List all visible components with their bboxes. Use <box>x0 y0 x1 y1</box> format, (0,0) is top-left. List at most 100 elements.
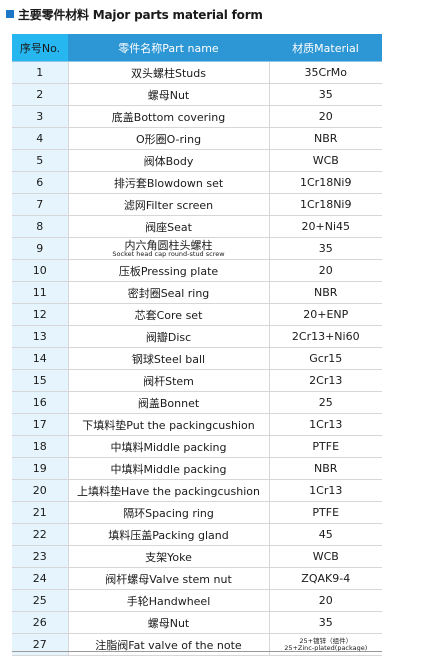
material-cell: 35 <box>269 611 382 634</box>
row-number: 10 <box>12 259 68 282</box>
part-name-cell: 螺母Nut <box>67 611 270 634</box>
part-name: 内六角圆柱头螺柱 <box>124 238 213 252</box>
material-cell: 1Cr18Ni9 <box>269 171 382 194</box>
row-number: 13 <box>12 325 68 348</box>
material-cell: 1Cr18Ni9 <box>269 193 382 216</box>
heading-text: 主要零件材料 Major parts material form <box>18 7 263 22</box>
column-header-part-name: 零件名称Part name <box>68 34 269 62</box>
part-name-cell: 隔环Spacing ring <box>67 501 270 524</box>
material-cell: 1Cr13 <box>269 413 382 436</box>
part-name-cell: 支架Yoke <box>67 545 270 568</box>
bottom-divider <box>12 651 382 652</box>
table-row: 6 排污套Blowdown set 1Cr18Ni9 <box>12 171 382 194</box>
table-row: 13 阀瓣Disc 2Cr13+Ni60 <box>12 325 382 348</box>
table-row: 9 内六角圆柱头螺柱 Socket head cap round-stud scre… <box>12 237 382 260</box>
row-number: 14 <box>12 347 68 370</box>
row-number: 20 <box>12 479 68 502</box>
part-name-english: Socket head cap round-stud screw <box>112 249 225 258</box>
table-row: 23 支架Yoke WCB <box>12 545 382 568</box>
part-name-cell: 手轮Handwheel <box>67 589 270 612</box>
material-cell: NBR <box>269 281 382 304</box>
table-row: 15 阀杆Stem 2Cr13 <box>12 369 382 392</box>
table-row: 7 滤网Filter screen 1Cr18Ni9 <box>12 193 382 216</box>
part-name-cell: 钢球Steel ball <box>67 347 270 370</box>
row-number: 9 <box>12 237 68 260</box>
material-cell: WCB <box>269 545 382 568</box>
part-name-cell: 下填料垫Put the packingcushion <box>67 413 270 436</box>
row-number: 16 <box>12 391 68 414</box>
table-row: 20 上填料垫Have the packingcushion 1Cr13 <box>12 479 382 502</box>
table-row: 24 阀杆螺母Valve stem nut ZQAK9-4 <box>12 567 382 590</box>
material-cell: 20 <box>269 105 382 128</box>
table-row: 14 钢球Steel ball Gcr15 <box>12 347 382 370</box>
material-cell: 20+ENP <box>269 303 382 326</box>
row-number: 22 <box>12 523 68 546</box>
table-row: 12 芯套Core set 20+ENP <box>12 303 382 326</box>
table-row: 3 底盖Bottom covering 20 <box>12 105 382 128</box>
part-name-cell: 芯套Core set <box>67 303 270 326</box>
material-cell: 20+Ni45 <box>269 215 382 238</box>
material: 25+镀锌（组件） <box>299 636 353 645</box>
table-row: 17 下填料垫Put the packingcushion 1Cr13 <box>12 413 382 436</box>
table-body: 1 双头螺柱Studs 35CrMo 2 螺母Nut 35 3 底盖Bottom coveri… <box>12 61 382 656</box>
material-cell: 2Cr13 <box>269 369 382 392</box>
row-number: 3 <box>12 105 68 128</box>
part-name-cell: 阀杆Stem <box>67 369 270 392</box>
row-number: 5 <box>12 149 68 172</box>
table-row: 8 阀座Seat 20+Ni45 <box>12 215 382 238</box>
part-name-cell: 阀座Seat <box>67 215 270 238</box>
material-cell: 35 <box>269 83 382 106</box>
table-row: 25 手轮Handwheel 20 <box>12 589 382 612</box>
column-header-no: 序号No. <box>12 34 68 62</box>
material-cell: 20 <box>269 259 382 282</box>
part-name-cell: 阀杆螺母Valve stem nut <box>67 567 270 590</box>
part-name-cell: 填料压盖Packing gland <box>67 523 270 546</box>
row-number: 15 <box>12 369 68 392</box>
part-name-cell: 内六角圆柱头螺柱 Socket head cap round-stud screw <box>67 237 270 260</box>
part-name-cell: 注脂阀Fat valve of the note <box>67 633 270 656</box>
material-cell: 25+镀锌（组件） 25+Zinc-plated(package) <box>269 633 382 656</box>
table-row: 2 螺母Nut 35 <box>12 83 382 106</box>
material-cell: WCB <box>269 149 382 172</box>
table-row: 10 压板Pressing plate 20 <box>12 259 382 282</box>
row-number: 17 <box>12 413 68 436</box>
row-number: 8 <box>12 215 68 238</box>
row-number: 27 <box>12 633 68 656</box>
part-name-cell: 排污套Blowdown set <box>67 171 270 194</box>
material-cell: 2Cr13+Ni60 <box>269 325 382 348</box>
row-number: 21 <box>12 501 68 524</box>
material-cell: ZQAK9-4 <box>269 567 382 590</box>
part-name-cell: 双头螺柱Studs <box>67 61 270 84</box>
row-number: 11 <box>12 281 68 304</box>
row-number: 12 <box>12 303 68 326</box>
table-row: 26 螺母Nut 35 <box>12 611 382 634</box>
table-row: 1 双头螺柱Studs 35CrMo <box>12 61 382 84</box>
row-number: 7 <box>12 193 68 216</box>
row-number: 1 <box>12 61 68 84</box>
part-name-cell: 压板Pressing plate <box>67 259 270 282</box>
table-row: 11 密封圈Seal ring NBR <box>12 281 382 304</box>
part-name-cell: 阀盖Bonnet <box>67 391 270 414</box>
row-number: 25 <box>12 589 68 612</box>
column-header-material: 材质Material <box>269 34 382 62</box>
parts-material-table: 序号No. 零件名称Part name 材质Material 1 双头螺柱Stud… <box>12 34 382 656</box>
material-cell: 20 <box>269 589 382 612</box>
part-name-cell: 阀瓣Disc <box>67 325 270 348</box>
row-number: 24 <box>12 567 68 590</box>
row-number: 6 <box>12 171 68 194</box>
heading-square-icon <box>6 10 14 18</box>
table-row: 27 注脂阀Fat valve of the note 25+镀锌（组件） 25+Zi… <box>12 633 382 656</box>
part-name-cell: 密封圈Seal ring <box>67 281 270 304</box>
part-name-cell: 上填料垫Have the packingcushion <box>67 479 270 502</box>
material-cell: Gcr15 <box>269 347 382 370</box>
table-row: 4 O形圈O-ring NBR <box>12 127 382 150</box>
material-cell: 35 <box>269 237 382 260</box>
part-name-cell: 中填料Middle packing <box>67 457 270 480</box>
part-name-cell: 螺母Nut <box>67 83 270 106</box>
part-name-cell: 滤网Filter screen <box>67 193 270 216</box>
material-cell: NBR <box>269 457 382 480</box>
table-row: 21 隔环Spacing ring PTFE <box>12 501 382 524</box>
row-number: 4 <box>12 127 68 150</box>
material-cell: 1Cr13 <box>269 479 382 502</box>
material-cell: 25 <box>269 391 382 414</box>
